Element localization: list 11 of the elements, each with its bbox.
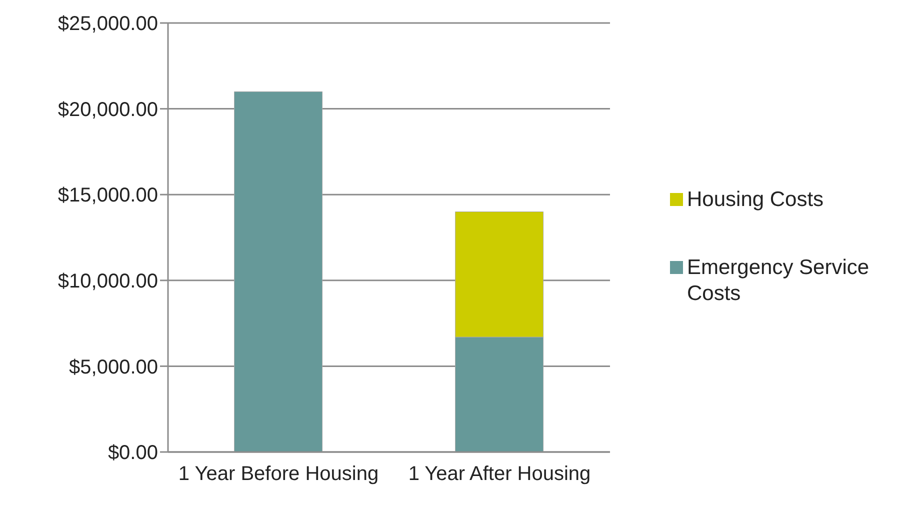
- x-tick-label: 1 Year After Housing: [408, 463, 591, 486]
- legend-label: Emergency Service Costs: [687, 254, 870, 306]
- x-tick-label: 1 Year Before Housing: [178, 463, 379, 486]
- legend-label: Housing Costs: [687, 186, 824, 212]
- y-tick-label: $20,000.00: [58, 98, 158, 121]
- y-tick-label: $25,000.00: [58, 13, 158, 36]
- y-tick-label: $10,000.00: [58, 270, 158, 292]
- y-tick-label: $5,000.00: [69, 356, 158, 378]
- y-tick-label: $15,000.00: [58, 184, 158, 207]
- y-tick-label: $0.00: [108, 442, 158, 464]
- bar: [234, 91, 323, 452]
